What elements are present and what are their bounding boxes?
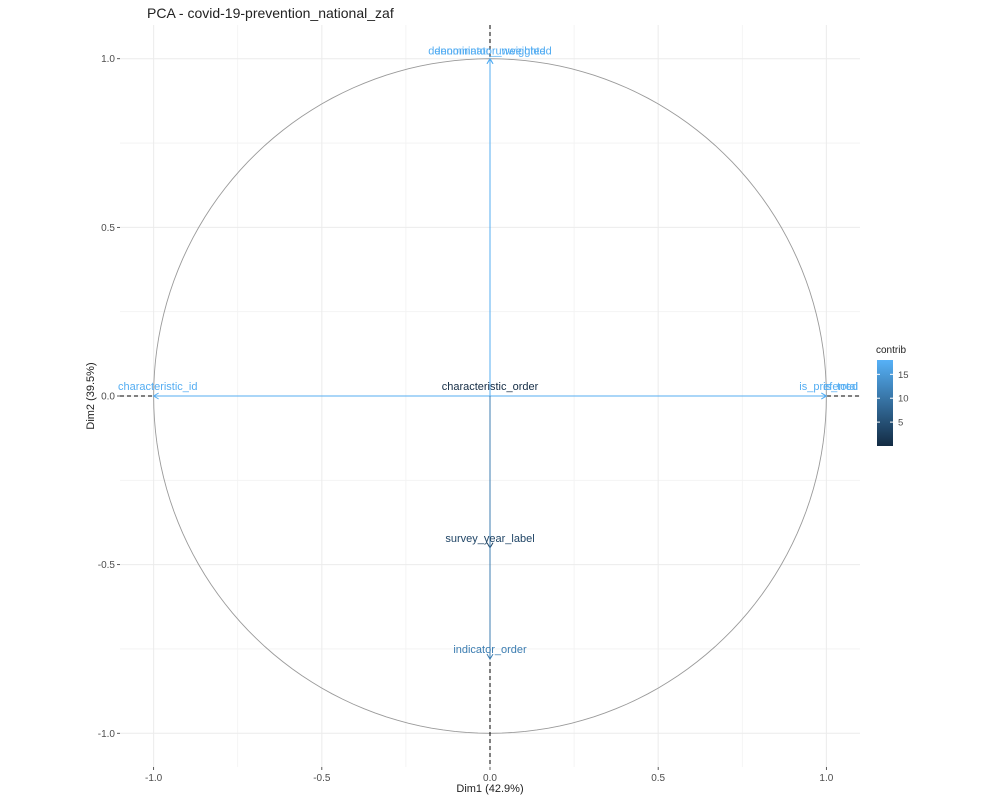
y-tick-label: -0.5 xyxy=(98,560,116,571)
variable-label: denominator_unweighted xyxy=(428,46,552,58)
arrowhead-indicator_order xyxy=(486,653,494,661)
legend: contrib 5 10 15 xyxy=(876,345,909,446)
y-axis-title: Dim2 (39.5%) xyxy=(85,362,97,429)
arrowhead-denominator_unweighted xyxy=(486,57,494,64)
variable-label: is_preferred xyxy=(799,381,858,393)
legend-break-label: 10 xyxy=(898,394,909,405)
variable-label: indicator_order xyxy=(453,644,527,656)
chart-title: PCA - covid-19-prevention_national_zaf xyxy=(147,5,394,21)
x-tick-label: 0.0 xyxy=(483,773,497,784)
legend-colorbar xyxy=(877,360,893,446)
arrowhead-characteristic_id xyxy=(152,392,159,400)
variable-labels: denominator_weighteddenominator_unweight… xyxy=(118,46,858,656)
y-tick-label: 1.0 xyxy=(101,54,115,65)
x-tick-label: 1.0 xyxy=(819,773,833,784)
legend-break-label: 15 xyxy=(898,370,909,381)
y-tick-label: -1.0 xyxy=(98,729,116,740)
variable-label: characteristic_id xyxy=(118,381,197,393)
legend-break-label: 5 xyxy=(898,418,903,429)
axes: -1.0 -0.5 0.0 0.5 1.0 -1.0 -0.5 0.0 0.5 1.0 Dim1 (… xyxy=(85,54,834,795)
variable-label: denominator_weighted xyxy=(434,46,545,58)
legend-title: contrib xyxy=(876,345,906,356)
y-tick-label: 0.0 xyxy=(101,392,115,403)
y-tick-label: 0.5 xyxy=(101,223,115,234)
variable-label: is_total xyxy=(823,381,858,393)
x-tick-label: 0.5 xyxy=(651,773,665,784)
variable-label: characteristic_order xyxy=(442,381,539,393)
x-axis-title: Dim1 (42.9%) xyxy=(456,783,523,795)
arrowhead-is_total xyxy=(821,392,828,400)
x-tick-label: -0.5 xyxy=(313,773,331,784)
x-tick-label: -1.0 xyxy=(145,773,163,784)
variable-arrows xyxy=(152,57,828,661)
variable-label: survey_year_label xyxy=(445,533,534,545)
